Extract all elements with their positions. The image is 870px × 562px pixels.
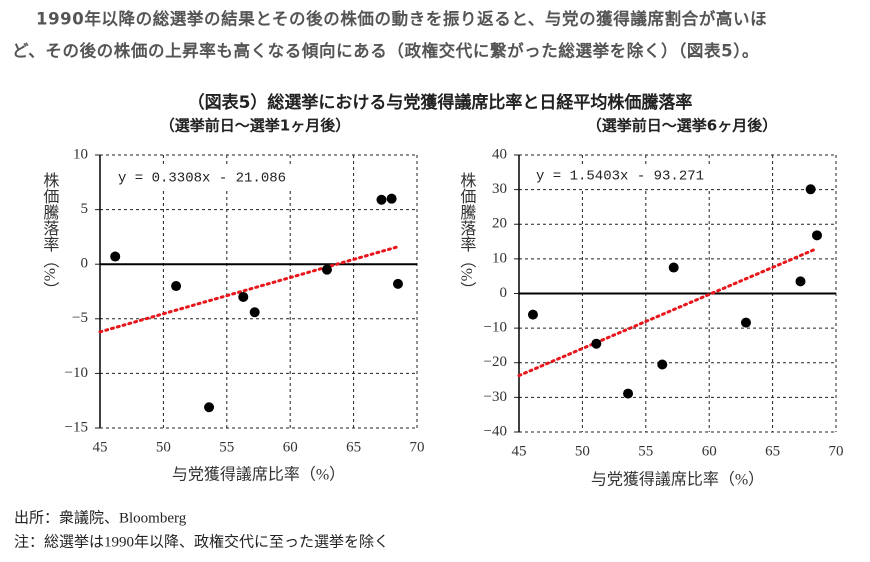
x-tick-label: 70 <box>410 439 425 455</box>
x-tick-label: 60 <box>702 443 717 459</box>
trend-equation: y = 1.5403x - 93.271 <box>536 169 704 185</box>
trend-line <box>517 246 819 378</box>
annotation-bg <box>530 164 711 189</box>
x-tick-label: 45 <box>93 439 108 455</box>
data-point <box>623 388 634 399</box>
y-tick-label: −30 <box>484 389 507 405</box>
annotation-bg <box>112 166 293 191</box>
note: 注：総選挙は1990年以降、政権交代に至った選挙を除く <box>14 532 389 550</box>
x-tick-label: 70 <box>829 443 844 459</box>
y-tick-label: 20 <box>492 216 507 232</box>
y-tick-label: 10 <box>492 250 507 266</box>
data-point <box>740 317 751 328</box>
x-axis-label: 与党獲得議席比率（%） <box>591 471 764 489</box>
chart-subtitle: （選挙前日～選挙6ヶ月後） <box>587 117 777 135</box>
y-tick-label: −5 <box>72 310 88 326</box>
data-point <box>204 402 215 413</box>
y-tick-label: 30 <box>492 181 507 197</box>
x-tick-label: 50 <box>156 439 171 455</box>
y-tick-label: −10 <box>484 320 507 336</box>
data-point <box>321 264 332 275</box>
data-point <box>811 230 822 241</box>
data-point <box>249 307 260 318</box>
x-tick-label: 60 <box>283 439 298 455</box>
x-tick-label: 65 <box>765 443 780 459</box>
x-tick-label: 55 <box>638 443 653 459</box>
data-point <box>805 184 816 195</box>
y-tick-label: −20 <box>484 354 507 370</box>
y-tick-label: −15 <box>65 419 88 435</box>
trend-line <box>98 245 400 334</box>
data-point <box>386 193 397 204</box>
y-tick-label: 10 <box>73 146 88 162</box>
data-point <box>795 276 806 287</box>
y-tick-label: −40 <box>484 423 507 439</box>
x-tick-label: 55 <box>219 439 234 455</box>
y-tick-label: 0 <box>500 285 508 301</box>
y-tick-label: 5 <box>81 201 89 217</box>
x-axis-label: 与党獲得議席比率（%） <box>172 466 345 484</box>
y-axis-label: 株価騰落率（%） <box>457 172 476 297</box>
source-note: 出所：衆議院、Bloomberg <box>14 508 187 526</box>
chart-subtitle: （選挙前日～選挙1ヶ月後） <box>160 117 350 135</box>
x-tick-label: 65 <box>346 439 361 455</box>
data-point <box>527 309 538 320</box>
figure-title: （図表5）総選挙における与党獲得議席比率と日経平均株価騰落率 <box>188 92 693 113</box>
x-tick-label: 50 <box>575 443 590 459</box>
y-tick-label: 40 <box>492 146 507 162</box>
x-tick-label: 45 <box>512 443 527 459</box>
y-axis-label: 株価騰落率（%） <box>40 172 59 297</box>
data-point <box>591 338 602 349</box>
data-point <box>376 194 387 205</box>
paragraph-line: ど、その後の株価の上昇率も高くなる傾向にある（政権交代に繋がった総選挙を除く）（… <box>12 41 759 61</box>
y-tick-label: 0 <box>81 256 89 272</box>
trend-equation: y = 0.3308x - 21.086 <box>118 171 286 187</box>
data-point <box>668 262 679 273</box>
y-tick-label: −10 <box>65 365 88 381</box>
data-point <box>238 291 249 302</box>
paragraph-line: 1990年以降の総選挙の結果とその後の株価の動きを振り返ると、与党の獲得議席割合… <box>36 9 767 29</box>
data-point <box>392 278 403 289</box>
data-point <box>657 359 668 370</box>
data-point <box>110 251 121 262</box>
data-point <box>171 281 182 292</box>
